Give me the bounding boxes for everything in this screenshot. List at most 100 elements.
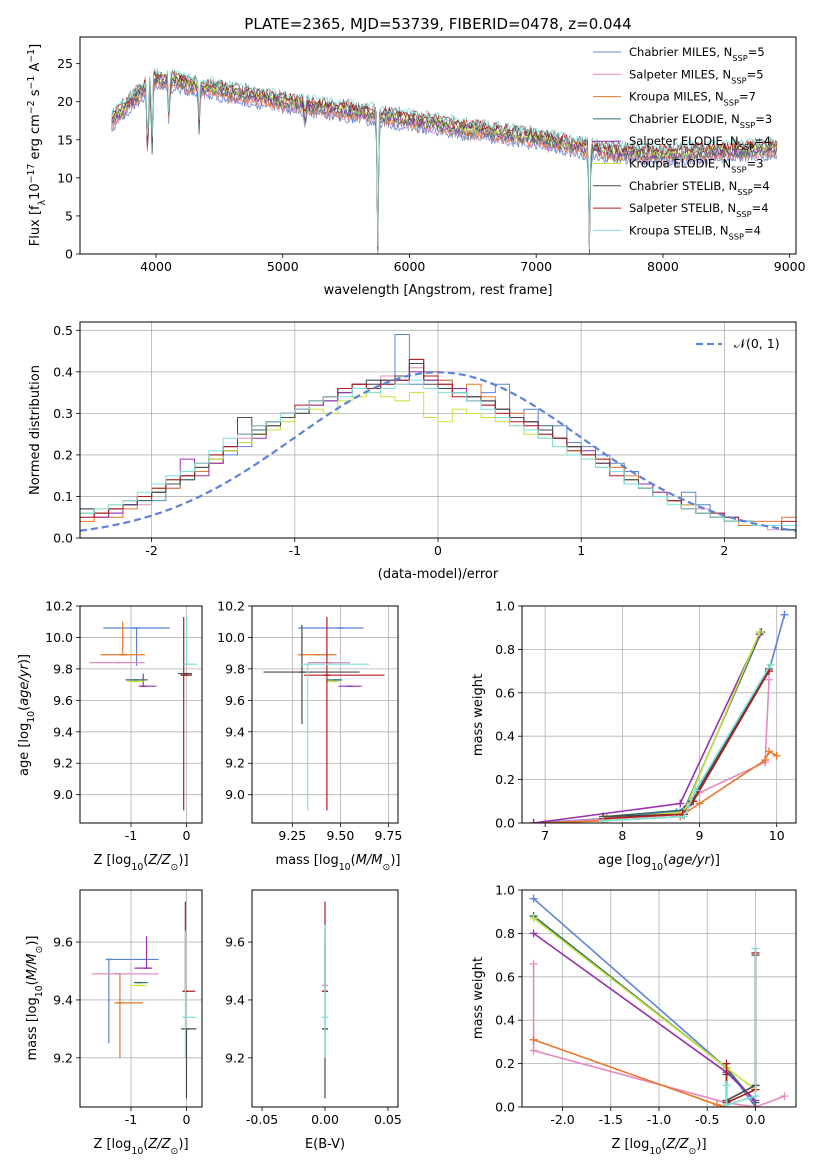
series-point-chabrier_miles xyxy=(529,894,538,903)
x-tick-label: 9000 xyxy=(774,259,806,274)
y-tick-label: 9.2 xyxy=(225,756,245,771)
y-tick-label: 9.8 xyxy=(53,661,73,676)
age-vs-mass-panel: 9.25 9.50 9.75 9.0 9.2 9.4 9.6 9.8 10.0 10.2 mass … xyxy=(217,599,402,873)
y-tick-label: 9.2 xyxy=(53,1050,73,1065)
x-tick-label: 9.50 xyxy=(326,828,354,843)
x-axis-label: mass [log10(M/M⊙)] xyxy=(276,853,401,873)
legend-label: Kroupa STELIB, NSSP=4 xyxy=(629,223,761,241)
y-tick-label: 9.4 xyxy=(225,992,245,1007)
y-tick-label: 9.6 xyxy=(225,935,245,950)
x-tick-label: 9.25 xyxy=(278,828,306,843)
series-point-salpeter_miles xyxy=(529,959,538,968)
x-tick-label: 6000 xyxy=(394,259,426,274)
y-tick-label: 0.2 xyxy=(495,1056,515,1071)
plot-area xyxy=(80,334,796,538)
legend-label: Chabrier STELIB, NSSP=4 xyxy=(629,179,770,197)
series-line-salpeter_elodie xyxy=(533,633,761,823)
legend-label: Kroupa MILES, NSSP=7 xyxy=(629,90,756,108)
axes-frame xyxy=(521,889,797,1108)
series-point-kroupa_stelib xyxy=(691,786,700,795)
model-spectrum-salpeter_stelib xyxy=(111,70,778,250)
series-point-kroupa_stelib xyxy=(599,816,608,823)
y-axis-label: age [log10(age/yr)] xyxy=(17,654,37,776)
spectrum-panel: 4000 5000 6000 7000 8000 9000 0 5 10 15 20 25 Chabri… xyxy=(26,36,806,298)
age-vs-metallicity-panel: -1 0 9.0 9.2 9.4 9.6 9.8 10.0 10.2 Z [log10(Z/Z⊙)… xyxy=(17,599,203,873)
series-point-kroupa_miles xyxy=(764,747,773,756)
residuals-panel: -2 -1 0 1 2 0.0 0.1 0.2 0.3 0.4 0.5 𝒩(0, 1) (data-mo… xyxy=(28,321,797,582)
x-tick-label: 0 xyxy=(182,828,190,843)
x-tick-label: 7000 xyxy=(520,259,552,274)
x-tick-label: 7 xyxy=(541,828,549,843)
x-axis-label: wavelength [Angstrom, rest frame] xyxy=(324,283,553,298)
x-axis-label: Z [log10(Z/Z⊙)] xyxy=(93,853,188,873)
y-tick-label: 0.4 xyxy=(495,1013,515,1028)
y-tick-label: 1.0 xyxy=(495,599,515,614)
errorbar-point-salpeter_stelib xyxy=(180,617,193,811)
y-tick-label: 10 xyxy=(57,170,73,185)
y-tick-label: 9.8 xyxy=(225,661,245,676)
series-point-salpeter_elodie xyxy=(529,819,538,823)
series-point-salpeter_stelib xyxy=(722,1059,731,1068)
x-tick-label: 10 xyxy=(769,828,785,843)
series-line-salpeter_stelib xyxy=(725,952,757,1104)
errorbar-point-salpeter_stelib xyxy=(182,901,196,992)
plot-area xyxy=(263,617,385,811)
series-point-kroupa_miles xyxy=(772,751,781,760)
y-tick-label: 9.2 xyxy=(225,1050,245,1065)
x-tick-label: -1 xyxy=(125,828,137,843)
y-axis-label: Flux [fλ10−17 erg cm−2 s−1 A−1] xyxy=(26,44,48,246)
plot-area xyxy=(89,617,198,811)
series-point-kroupa_stelib xyxy=(751,944,760,953)
figure-title: PLATE=2365, MJD=53739, FIBERID=0478, z=0… xyxy=(244,15,631,33)
axes-frame xyxy=(79,36,797,255)
y-tick-label: 0.2 xyxy=(495,772,515,787)
errorbar-point-kroupa_stelib xyxy=(183,617,198,665)
series-point-salpeter_miles xyxy=(764,675,773,684)
series-point-kroupa_stelib xyxy=(722,1100,731,1107)
x-tick-label: 4000 xyxy=(140,259,172,274)
model-spectrum-kroupa_stelib xyxy=(111,67,778,250)
series-line-salpeter_elodie xyxy=(533,932,757,1102)
axes-frame xyxy=(79,889,203,1108)
normal-curve xyxy=(80,371,796,532)
series-line-chabrier_miles xyxy=(533,614,786,823)
x-tick-label: -2 xyxy=(145,543,157,558)
series-point-kroupa_elodie xyxy=(755,628,764,637)
x-axis-label: Z [log10(Z/Z⊙)] xyxy=(93,1137,188,1157)
errorbar-point-salpeter_stelib xyxy=(303,617,385,811)
x-tick-label: -1 xyxy=(289,543,301,558)
plot-area xyxy=(529,610,789,823)
plot-area xyxy=(92,901,197,1099)
y-tick-label: 0.2 xyxy=(53,447,73,462)
legend-label: Chabrier ELODIE, NSSP=3 xyxy=(629,112,772,130)
series-point-kroupa_stelib xyxy=(722,1081,731,1090)
model-spectrum-chabrier_stelib xyxy=(111,71,778,252)
x-tick-label: 2 xyxy=(720,543,728,558)
x-tick-label: 0.00 xyxy=(311,1112,339,1127)
x-tick-label: 0.05 xyxy=(374,1112,402,1127)
y-tick-label: 0.3 xyxy=(53,406,73,421)
y-tick-label: 10.2 xyxy=(217,599,245,614)
plot-area xyxy=(529,894,789,1107)
y-tick-label: 10.0 xyxy=(45,630,73,645)
y-tick-label: 15 xyxy=(57,132,73,147)
x-tick-label: -0.05 xyxy=(246,1112,278,1127)
y-tick-label: 9.4 xyxy=(225,724,245,739)
axes-frame xyxy=(521,605,797,824)
x-axis-label: Z [log10(Z/Z⊙)] xyxy=(611,1137,706,1157)
legend-label: Salpeter ELODIE, NSSP=4 xyxy=(629,134,771,152)
x-tick-label: 9.75 xyxy=(374,828,402,843)
y-tick-label: 9.0 xyxy=(225,787,245,802)
axes-frame xyxy=(79,321,797,539)
series-line-salpeter_stelib xyxy=(602,670,770,820)
mass-vs-metallicity-panel: -1 0 9.2 9.4 9.6 Z [log10(Z/Z⊙)] mass [log10(M… xyxy=(25,889,203,1157)
x-tick-label: 8 xyxy=(618,828,626,843)
series-line-kroupa_stelib xyxy=(725,948,757,1106)
errorbar-point-salpeter_elodie xyxy=(138,673,157,687)
y-tick-label: 9.6 xyxy=(225,693,245,708)
x-axis-label: E(B-V) xyxy=(305,1137,345,1152)
errorbar-point-chabrier_miles xyxy=(105,958,159,1044)
y-tick-label: 5 xyxy=(65,208,73,223)
series-point-salpeter_miles xyxy=(529,1046,538,1055)
y-tick-label: 0.6 xyxy=(495,685,515,700)
